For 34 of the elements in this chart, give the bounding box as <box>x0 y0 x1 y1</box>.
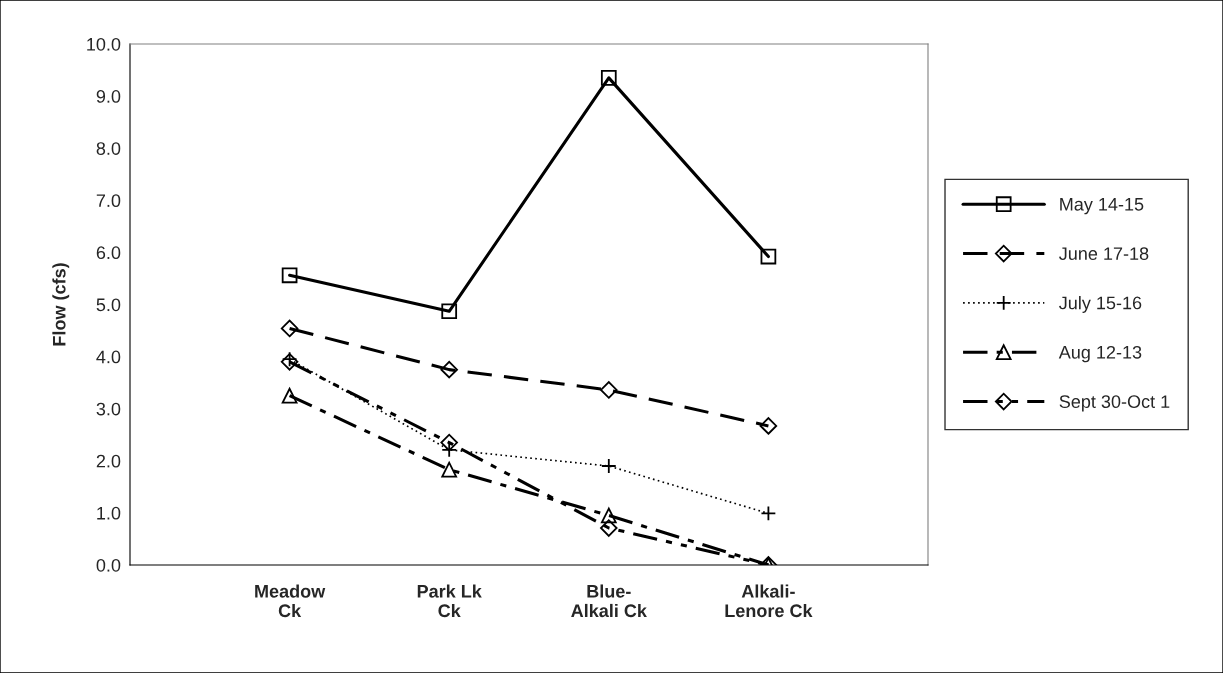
point <box>280 319 299 338</box>
y-tick-label: 1.0 <box>97 506 121 520</box>
y-tick-label: 5.0 <box>96 298 121 312</box>
y-tick-label: 2.0 <box>96 454 121 468</box>
legend-label: June 17-18 <box>1059 247 1149 261</box>
y-tick-label: 3.0 <box>96 402 121 416</box>
legend-label: July 15-16 <box>1059 296 1142 313</box>
point <box>760 248 777 265</box>
y-tick-label: 7.0 <box>96 194 121 208</box>
legend-label: Sept 30-Oct 1 <box>1059 395 1170 412</box>
y-tick-label: 4.0 <box>96 350 121 364</box>
point <box>441 303 458 320</box>
point <box>281 387 298 404</box>
point <box>600 70 617 86</box>
y-tick-label: 9.0 <box>96 90 121 103</box>
point <box>440 433 458 452</box>
x-tick-label: Park Lk Ck <box>417 584 482 618</box>
point <box>600 507 617 524</box>
x-tick-label: Alkali- Lenore Ck <box>725 584 813 618</box>
legend-label: Aug 12-13 <box>1058 345 1142 363</box>
y-tick-label: 0.0 <box>96 558 121 572</box>
x-tick-label: Meadow Ck <box>255 584 326 618</box>
point <box>600 381 618 399</box>
point <box>441 461 458 478</box>
point <box>759 417 778 435</box>
legend-label: May 14-15 <box>1060 198 1144 215</box>
point <box>281 267 298 284</box>
y-tick-label: 6.0 <box>96 246 121 260</box>
x-tick-label: Blue- Alkali Ck <box>571 584 647 618</box>
y-tick-label: 8.0 <box>96 142 121 155</box>
point <box>440 360 458 379</box>
y-tick-label: 10.0 <box>87 37 121 51</box>
point <box>600 519 618 537</box>
y-axis-title: Flow (cfs) <box>52 263 70 346</box>
